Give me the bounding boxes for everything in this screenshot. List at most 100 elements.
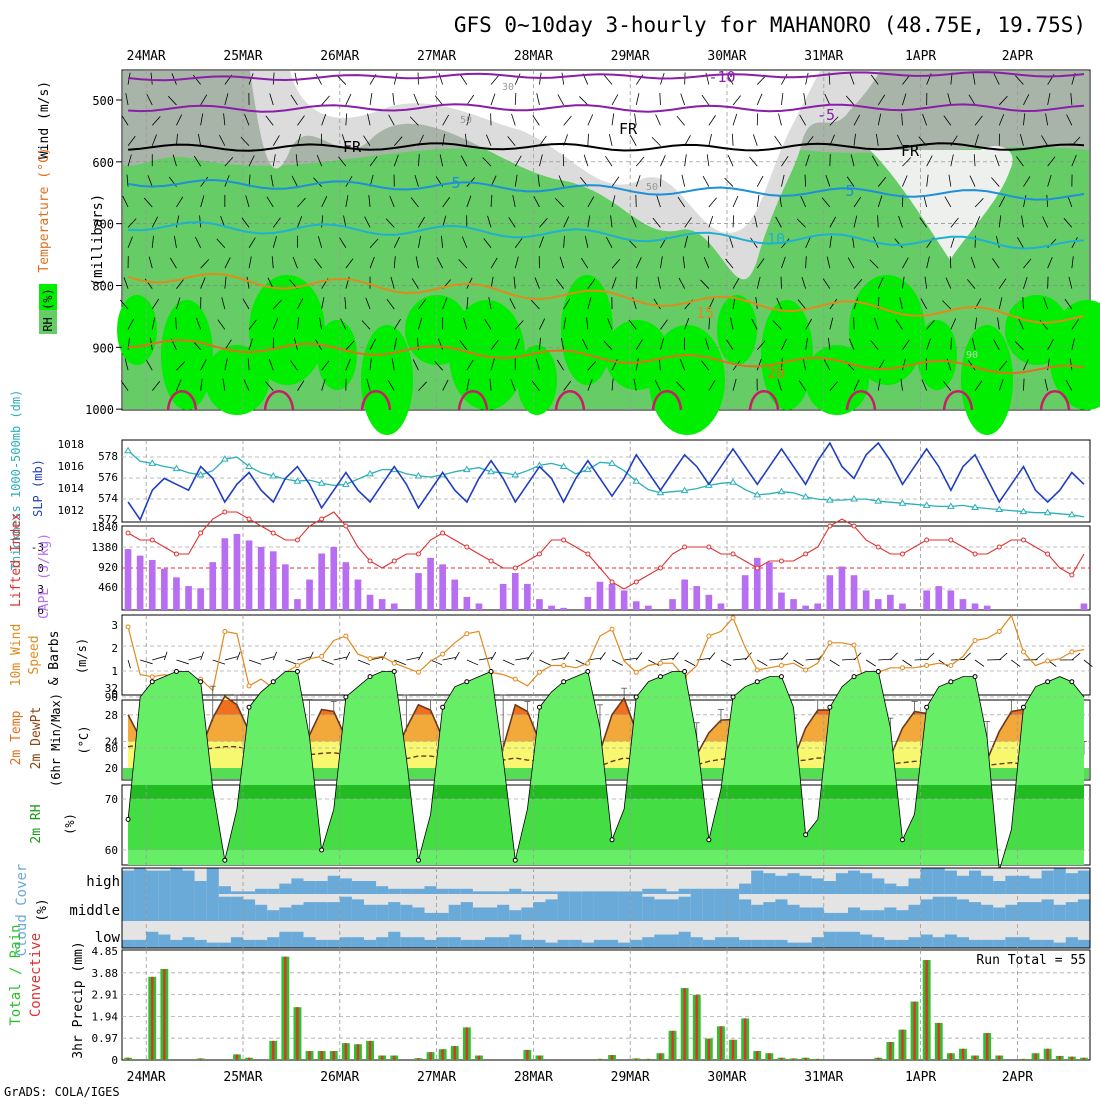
cape-bar [173,577,180,610]
contour-label: 50 [646,182,658,193]
precip-convective-bar [296,1007,298,1060]
cape-bar [863,590,870,610]
wind-speed-line-marker [610,627,614,631]
wind-speed-line-marker [1021,650,1025,654]
cape-bar [585,597,592,610]
cape-bar [439,564,446,610]
pressure-tick-label: 1000 [85,403,114,417]
rh2m-line-marker [199,680,203,684]
cloud-fill-cell [715,889,727,894]
lifted-index-line-marker [392,559,396,563]
wind-speed-line-marker [416,670,420,674]
cloud-fill-cell [969,940,981,948]
wind-speed-line-marker [1070,650,1074,654]
cloud-fill-cell [921,868,933,894]
run-total-label: Run Total = 55 [976,953,1086,968]
rh-high-blob [249,275,325,385]
cape-bar [318,553,325,610]
wind-speed-line-marker [925,663,929,667]
cloud-fill-cell [1017,902,1029,921]
rh2m-line-marker [1070,680,1074,684]
cloud-fill-cell [207,943,219,948]
cape-bar [899,603,906,610]
cloud-fill-cell [606,891,618,894]
cloud-fill-cell [715,894,727,921]
rh-high-blob [961,325,1013,435]
contour-label: 50 [460,115,472,126]
cape-bar [548,606,555,610]
cloud-fill-cell [691,889,703,894]
cloud-fill-cell [328,940,340,948]
cloud-fill-cell [618,894,630,921]
precip-tick-label: 0 [111,1054,118,1067]
cloud-fill-cell [872,910,884,921]
wind-speed-line-marker [295,663,299,667]
rh-high-blob [317,320,357,390]
precip-convective-bar [1059,1056,1061,1060]
cape-bar [621,590,628,610]
lifted-index-line-marker [247,517,251,521]
precip-convective-bar [369,1041,371,1060]
cloud-fill-cell [437,889,449,894]
precip-tick-label: 4.85 [92,945,119,958]
cloud-fill-cell [1054,905,1066,921]
cloud-fill-cell [279,908,291,922]
lifted-index-line-marker [271,531,275,535]
cape-bar [839,567,846,610]
cloud-fill-cell [473,908,485,922]
cloud-fill-cell [1078,940,1090,948]
wind-speed-line-marker [150,675,154,679]
precip-convective-bar [478,1056,480,1060]
cape-bar [851,575,858,610]
cloud-fill-cell [352,881,364,894]
rh2m-line-marker [489,670,493,674]
precip-tick-label: 2.91 [92,989,119,1002]
rh2m-line-marker [876,670,880,674]
cloud-empty-cell [546,868,558,894]
lifted-index-line-marker [344,524,348,528]
cloud-empty-cell [485,868,497,894]
cloud-fill-cell [195,881,207,894]
temp-label-2: 2m DewPt [29,707,44,770]
rh2m-line-marker [271,680,275,684]
cape-bar [246,540,253,610]
temp-tick-label: 28 [105,709,118,722]
cloud-fill-cell [582,891,594,894]
bottom-date-label: 27MAR [417,1070,456,1085]
top-date-label: 27MAR [417,49,456,64]
cloud-empty-cell [606,868,618,894]
cloud-empty-cell [533,868,545,894]
cloud-fill-cell [630,894,642,921]
lifted-index-line-marker [1046,552,1050,556]
precip-convective-bar [163,969,165,1060]
wind-speed-line-marker [513,677,517,681]
cape-bar [258,547,265,610]
cape-bar [464,597,471,610]
cloud-fill-cell [860,910,872,921]
lifted-index-line-marker [150,538,154,542]
cape-tick-label: 460 [98,581,118,594]
cloud-fill-cell [267,910,279,921]
cloud-fill-cell [461,940,473,948]
cloud-fill-cell [860,935,872,949]
cloud-fill-cell [836,873,848,894]
li-label: Lifted Index [9,513,24,607]
cloud-fill-cell [279,884,291,894]
cloud-fill-cell [763,873,775,894]
contour-label: 20 [767,364,785,382]
lifted-index-line-marker [634,580,638,584]
precip-label-1: Total / Rain [8,924,24,1025]
cloud-fill-cell [146,871,158,894]
cape-bar [197,588,204,610]
cloud-fill-cell [231,937,243,948]
cloud-fill-cell [775,940,787,948]
cloud-fill-cell [570,940,582,948]
cloud-fill-cell [703,894,715,921]
rh2m-line-marker [658,675,662,679]
top-date-label: 29MAR [611,49,650,64]
precip-convective-bar [720,1026,722,1060]
cloud-fill-cell [788,905,800,921]
precip-convective-bar [998,1056,1000,1060]
contour-label: FR [343,138,362,156]
top-date-label: 2APR [1002,49,1033,64]
